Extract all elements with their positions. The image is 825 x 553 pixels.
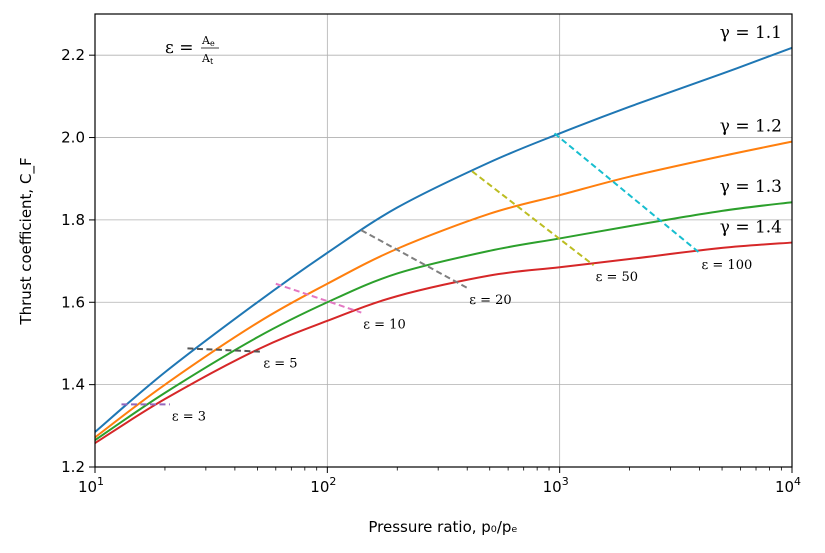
series-line-gamma-1.3 [94,201,793,442]
y-tick-label: 1.8 [61,211,85,229]
area-ratio-line-20 [360,229,468,289]
x-tick-label: 104 [775,475,801,496]
y-tick-label: 1.2 [61,458,85,476]
x-tick-label: 103 [543,475,569,496]
y-tick-label: 1.6 [61,293,85,311]
plot-frame [94,13,793,468]
y-axis-title: Thrust coefficient, C_F [17,157,36,325]
series-label-gamma-1.1: γ = 1.1 [720,23,782,43]
area-ratio-line-100 [553,132,701,254]
series-line-gamma-1.2 [94,140,793,439]
area-ratio-label-100: ε = 100 [702,258,753,273]
area-ratio-line-50 [471,170,595,267]
series-label-gamma-1.4: γ = 1.4 [720,218,782,238]
x-tick-label: 101 [78,475,104,496]
y-tick-label: 2.0 [61,129,85,147]
area-ratio-label-10: ε = 10 [363,318,405,333]
formula-numerator: Ae [201,34,215,48]
area-ratio-layer [121,132,701,406]
area-ratio-label-20: ε = 20 [469,293,511,308]
formula-lhs: ε = [165,38,193,58]
series-label-gamma-1.2: γ = 1.2 [720,117,782,137]
series-label-gamma-1.3: γ = 1.3 [720,177,782,197]
axis-ticks [89,54,793,473]
series-line-gamma-1.4 [94,241,793,444]
area-ratio-line-10 [275,282,362,314]
area-ratio-label-5: ε = 5 [263,357,297,372]
area-ratio-label-50: ε = 50 [596,270,638,285]
area-ratio-formula: ε = Ae At [165,34,219,66]
series-line-gamma-1.1 [94,46,793,433]
y-tick-label: 1.4 [61,376,85,394]
x-tick-label: 102 [310,475,336,496]
y-tick-label: 2.2 [61,46,85,64]
area-ratio-line-5 [187,347,262,353]
area-ratio-label-3: ε = 3 [172,409,206,424]
labels-layer: 101 102 103 104 1.2 1.4 1.6 1.8 2.0 2.2 γ = 1.1 γ =… [61,23,801,496]
series-layer [94,46,793,444]
x-axis-title: Pressure ratio, p₀/pₑ [368,518,517,536]
formula-denominator: At [201,52,214,66]
